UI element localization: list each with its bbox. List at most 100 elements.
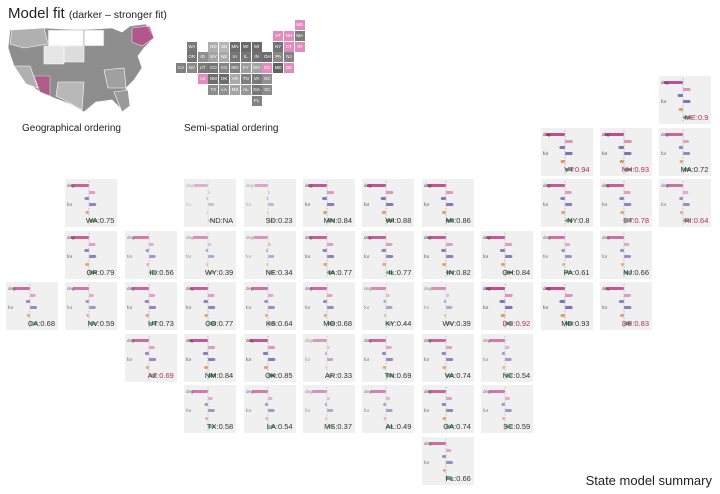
bar-deg — [604, 132, 624, 136]
bar-mar — [323, 262, 327, 266]
bar-old — [501, 351, 506, 355]
bar-gov — [148, 242, 154, 246]
bar-label-for: for — [424, 202, 430, 207]
bar-gov — [505, 242, 513, 246]
bar-label-for: for — [67, 202, 73, 207]
state-tile-fl: deg for FL:0.66 — [421, 436, 474, 485]
bar-gov — [386, 345, 393, 349]
bar-deg — [665, 132, 684, 136]
bar-deg — [308, 235, 327, 239]
bar-label-deg: deg — [246, 183, 254, 188]
state-tile-bars: deg for — [424, 284, 453, 328]
bar-label-deg: deg — [305, 389, 313, 394]
bar-label-deg: deg — [483, 338, 491, 343]
bar-pd — [624, 167, 633, 171]
bar-label-deg: deg — [246, 338, 254, 343]
state-tile-de: deg for DE:0.83 — [600, 282, 652, 330]
bar-gov — [683, 139, 690, 143]
bar-old — [265, 248, 268, 252]
bar-old — [679, 197, 684, 200]
bar-label-for: for — [483, 305, 489, 310]
state-fit-label: IA:0.77 — [328, 267, 352, 277]
state-tile-dc: deg for DC:0.92 — [481, 282, 534, 330]
bar-pd — [386, 373, 395, 377]
state-fit-label: LA:0.54 — [266, 422, 293, 431]
state-tile-ks: deg for KS:0.64 — [243, 282, 296, 330]
bar-label-for: for — [305, 202, 311, 207]
bar-label-deg: deg — [246, 235, 254, 240]
bar-deg — [545, 287, 565, 290]
bar-pd — [445, 373, 454, 377]
bar-pd — [386, 270, 395, 274]
state-fit-label: AL:0.49 — [385, 422, 412, 431]
caption-geographical: Geographical ordering — [22, 123, 121, 134]
bar-label-for: for — [543, 305, 549, 310]
state-tile-bars: deg for — [364, 232, 395, 277]
bar-gov — [445, 345, 452, 349]
bar-for — [30, 306, 37, 309]
bar-mar — [383, 365, 387, 369]
state-tile-bars: deg for — [661, 129, 692, 174]
state-tile-bars: deg for — [127, 232, 157, 277]
state-tile-co: deg for CO:0.77 — [184, 282, 237, 330]
bar-gov — [208, 294, 215, 297]
bar-old — [203, 300, 209, 303]
bar-gov — [327, 191, 335, 194]
bar-label-deg: deg — [127, 286, 135, 291]
state-tile-wi: deg for WI:0.88 — [362, 179, 415, 227]
state-tile-bars: deg for — [305, 232, 335, 277]
bar-label-deg: deg — [543, 286, 551, 291]
bar-pd — [683, 116, 692, 119]
bar-label-for: for — [364, 254, 370, 259]
state-tile-va: deg for VA:0.74 — [421, 333, 474, 382]
bar-gov — [267, 397, 273, 400]
state-fit-label: NH:0.93 — [621, 164, 649, 174]
bar-pd — [89, 270, 98, 274]
chart-footer-title: State model summary — [585, 473, 712, 488]
bar-gov — [327, 345, 330, 349]
bar-label-deg: deg — [67, 286, 75, 291]
bar-mar — [146, 262, 149, 266]
state-tile-az: deg for AZ:0.69 — [124, 333, 177, 382]
bar-pd — [505, 322, 514, 325]
bar-mar — [206, 262, 209, 266]
state-tile-bars: deg for — [364, 335, 395, 380]
state-tile-bars: deg for — [483, 284, 514, 328]
bar-old — [262, 351, 268, 355]
bar-pd — [505, 425, 513, 428]
state-tile-sc: deg for SC:0.59 — [481, 385, 534, 433]
bar-pd — [327, 322, 335, 325]
bar-label-deg: deg — [364, 389, 372, 394]
bar-label-for: for — [364, 408, 370, 413]
bar-for — [624, 254, 631, 258]
bar-old — [619, 197, 624, 200]
bar-label-deg: deg — [8, 286, 16, 291]
bar-mar — [501, 262, 506, 266]
bar-old — [560, 248, 565, 252]
bar-for — [267, 306, 275, 309]
bar-for — [505, 306, 513, 309]
state-fit-label: NE:0.34 — [265, 267, 293, 277]
bar-label-deg: deg — [186, 183, 194, 188]
bar-label-for: for — [305, 408, 311, 413]
bar-pd — [386, 322, 394, 325]
bar-deg — [248, 338, 268, 342]
bar-label-deg: deg — [127, 235, 135, 240]
state-tile-il: deg for IL:0.77 — [362, 230, 415, 279]
state-tile-ia: deg for IA:0.77 — [303, 230, 355, 279]
bar-label-deg: deg — [305, 338, 313, 343]
bar-for — [208, 254, 215, 258]
state-tile-bars: deg for — [602, 181, 632, 225]
bar-deg — [312, 390, 327, 393]
bar-for — [208, 203, 215, 206]
bar-deg — [189, 287, 209, 290]
bar-mar — [679, 159, 684, 163]
bar-gov — [267, 242, 271, 246]
bar-old — [324, 403, 327, 406]
bar-deg — [486, 235, 506, 239]
state-tile-al: deg for AL:0.49 — [362, 385, 415, 433]
bar-pd — [208, 270, 216, 274]
bar-label-for: for — [424, 408, 430, 413]
bar-mar — [560, 314, 565, 317]
bar-label-deg: deg — [543, 235, 551, 240]
